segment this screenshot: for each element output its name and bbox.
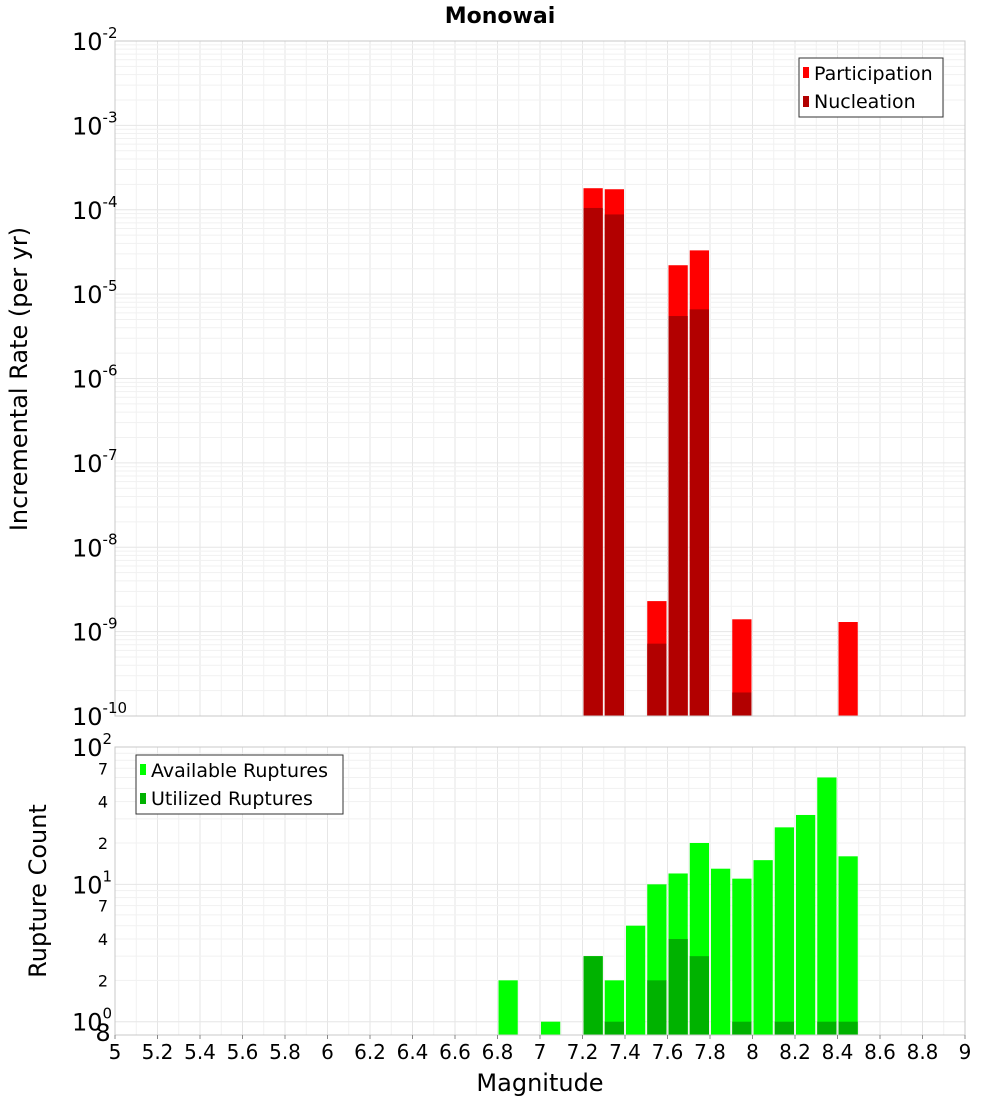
- legend-label-nucleation: Nucleation: [814, 91, 916, 113]
- rate-y-tick-label: 10-2: [72, 24, 118, 56]
- legend-label-participation: Participation: [814, 63, 933, 85]
- rate-legend: Participation Nucleation: [798, 57, 944, 118]
- x-tick-label: 7: [534, 1040, 547, 1064]
- rate-plot-frame: [114, 40, 966, 717]
- utilized-ruptures-bar: [689, 956, 709, 1035]
- rate-legend-box: [798, 57, 944, 118]
- x-tick-label: 9: [959, 1040, 972, 1064]
- x-tick-label: 5.8: [269, 1040, 301, 1064]
- available-ruptures-bar: [774, 827, 794, 1035]
- count-panel: 100 101 102 8 2 4 7 2 4 7 5 5.2 5.4 5.6 5.8 6 6.2 6.4 6.6…: [24, 730, 971, 1097]
- utilized-ruptures-bar: [604, 1021, 624, 1035]
- available-ruptures-bar: [753, 860, 773, 1035]
- x-tick-label: 8.8: [907, 1040, 939, 1064]
- rate-y-axis-label: Incremental Rate (per yr): [5, 227, 33, 531]
- rate-grid: [114, 41, 966, 717]
- available-ruptures-bar: [626, 925, 646, 1035]
- count-y-tick-label: 101: [72, 867, 112, 899]
- participation-bar: [732, 619, 752, 716]
- rate-y-tick-label: 10-5: [72, 277, 118, 309]
- nucleation-bar: [689, 309, 709, 716]
- rate-y-tick-label: 10-7: [72, 446, 118, 478]
- utilized-ruptures-bar: [647, 980, 667, 1035]
- participation-bar: [838, 622, 858, 716]
- x-tick-label: 6.6: [439, 1040, 471, 1064]
- available-ruptures-bar: [838, 856, 858, 1035]
- x-tick-label: 8.2: [779, 1040, 811, 1064]
- count-y-minor-tick-label: 7: [98, 759, 108, 778]
- count-y-minor-tick-label: 2: [98, 834, 108, 853]
- count-legend-box: [135, 754, 344, 815]
- utilized-ruptures-bar: [732, 1021, 752, 1035]
- chart-title: Monowai: [445, 4, 556, 29]
- count-y-tick-label: 100: [72, 1005, 112, 1037]
- nucleation-bar: [604, 214, 624, 717]
- x-tick-label: 7.8: [694, 1040, 726, 1064]
- rate-panel: 10-10 10-9 10-8 10-7 10-6 10-5 10-4 10-3 10-2 In…: [5, 24, 966, 731]
- legend-swatch-participation: [803, 67, 809, 78]
- x-tick-label: 7.4: [609, 1040, 641, 1064]
- count-y-ticks: 100 101 102 8 2 4 7 2 4 7: [72, 730, 112, 1047]
- x-tick-label: 6.8: [482, 1040, 514, 1064]
- rate-y-tick-label: 10-3: [72, 108, 118, 140]
- count-y-minor-tick-label: 4: [98, 793, 108, 812]
- x-tick-label: 8.6: [864, 1040, 896, 1064]
- rate-y-tick-label: 10-4: [72, 193, 118, 225]
- x-tick-label: 8.4: [822, 1040, 854, 1064]
- count-y-minor-tick-label: 8: [95, 1019, 110, 1047]
- legend-swatch-utilized: [140, 793, 146, 804]
- count-y-minor-tick-label: 7: [98, 897, 108, 916]
- available-ruptures-bar: [498, 980, 518, 1035]
- available-ruptures-bar: [732, 878, 752, 1035]
- utilized-ruptures-bar: [817, 1021, 837, 1035]
- x-tick-label: 8: [746, 1040, 759, 1064]
- x-tick-label: 6.2: [354, 1040, 386, 1064]
- nucleation-bar: [583, 207, 603, 716]
- available-ruptures-bar: [817, 777, 837, 1035]
- x-tick-label: 6: [321, 1040, 334, 1064]
- x-tick-label: 7.2: [567, 1040, 599, 1064]
- rate-y-tick-label: 10-6: [72, 362, 118, 394]
- legend-label-utilized: Utilized Ruptures: [151, 788, 313, 810]
- rate-bars: [583, 188, 858, 717]
- legend-swatch-available: [140, 764, 146, 775]
- x-tick-label: 7.6: [652, 1040, 684, 1064]
- utilized-ruptures-bar: [668, 939, 688, 1035]
- available-ruptures-bar: [541, 1021, 561, 1035]
- magnitude-x-ticks: 5 5.2 5.4 5.6 5.8 6 6.2 6.4 6.6 6.8 7 7.2 7.4 7.6 7.8 8…: [109, 1035, 972, 1064]
- x-tick-label: 6.4: [397, 1040, 429, 1064]
- rate-y-ticks: 10-10 10-9 10-8 10-7 10-6 10-5 10-4 10-3 10-2: [72, 24, 127, 731]
- count-y-tick-label: 102: [72, 730, 112, 762]
- nucleation-bar: [668, 316, 688, 716]
- x-tick-label: 5: [109, 1040, 122, 1064]
- rate-y-tick-label: 10-8: [72, 530, 118, 562]
- utilized-ruptures-bar: [583, 956, 603, 1035]
- x-tick-label: 5.2: [142, 1040, 174, 1064]
- x-axis-label: Magnitude: [476, 1069, 603, 1097]
- available-ruptures-bar: [796, 814, 816, 1035]
- count-y-minor-tick-label: 4: [98, 930, 108, 949]
- rate-y-tick-label: 10-10: [72, 699, 127, 731]
- utilized-ruptures-bar: [774, 1021, 794, 1035]
- utilized-ruptures-bar: [838, 1021, 858, 1035]
- legend-swatch-nucleation: [803, 96, 809, 107]
- x-tick-label: 5.6: [227, 1040, 259, 1064]
- rate-y-tick-label: 10-9: [72, 615, 118, 647]
- nucleation-bar: [647, 643, 667, 716]
- count-y-axis-label: Rupture Count: [24, 804, 52, 978]
- available-ruptures-bar: [711, 868, 731, 1035]
- count-bars: [498, 777, 858, 1035]
- nucleation-bar: [732, 692, 752, 716]
- x-tick-label: 5.4: [184, 1040, 216, 1064]
- legend-label-available: Available Ruptures: [151, 760, 328, 782]
- count-legend: Available Ruptures Utilized Ruptures: [135, 754, 344, 815]
- available-ruptures-bar: [604, 980, 624, 1035]
- count-y-minor-tick-label: 2: [98, 971, 108, 990]
